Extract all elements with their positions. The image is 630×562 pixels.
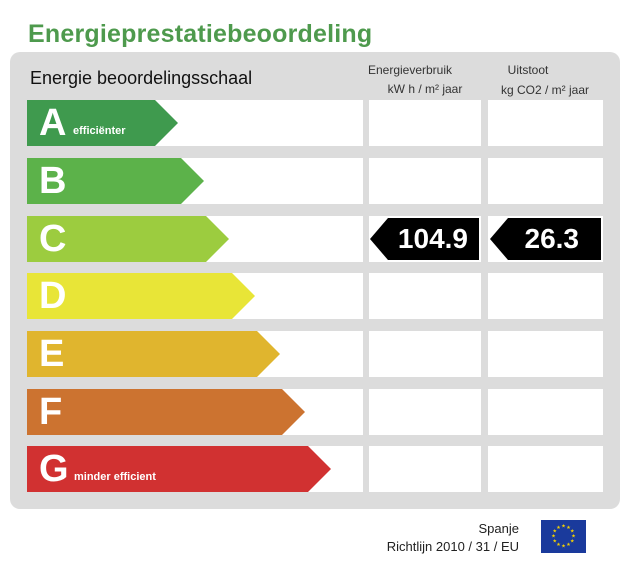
energy-column-unit: kW h / m² jaar xyxy=(387,82,463,96)
svg-text:★: ★ xyxy=(570,529,575,535)
svg-text:★: ★ xyxy=(556,525,561,531)
rating-arrow-a: A efficiënter xyxy=(27,100,178,146)
rating-letter: E xyxy=(39,333,65,375)
rating-letter: G xyxy=(39,448,69,490)
emission-cell xyxy=(488,158,603,204)
rating-row-b: B xyxy=(0,158,630,204)
energy-cell xyxy=(369,389,481,435)
energy-column-label: Energieverbruik xyxy=(367,63,453,77)
emission-cell xyxy=(488,389,603,435)
rating-row-c: C 104.9 26.3 xyxy=(0,216,630,262)
rating-arrow-b: B xyxy=(27,158,204,204)
energy-cell xyxy=(369,331,481,377)
emission-column-unit: kg CO2 / m² jaar xyxy=(500,83,590,97)
emission-column-label: Uitstoot xyxy=(507,63,549,77)
rating-arrow-f: F xyxy=(27,389,305,435)
energy-cell xyxy=(369,100,481,146)
rating-row-d: D xyxy=(0,273,630,319)
rating-letter: F xyxy=(39,391,63,433)
page-title: Energieprestatiebeoordeling xyxy=(28,20,373,48)
svg-text:★: ★ xyxy=(561,524,566,530)
svg-text:★: ★ xyxy=(566,525,571,531)
rating-label: efficiënter xyxy=(73,125,126,137)
svg-text:★: ★ xyxy=(553,529,558,535)
svg-text:★: ★ xyxy=(551,534,556,540)
scale-heading: Energie beoordelingsschaal xyxy=(30,68,253,88)
rating-arrow-g: G minder efficient xyxy=(27,446,331,492)
rating-row-f: F xyxy=(0,389,630,435)
rating-row-g: G minder efficient xyxy=(0,446,630,492)
energy-cell xyxy=(369,158,481,204)
emission-cell xyxy=(488,446,603,492)
rating-row-a: A efficiënter xyxy=(0,100,630,146)
svg-text:★: ★ xyxy=(553,539,558,545)
rating-arrow-e: E xyxy=(27,331,280,377)
emission-value-indicator: 26.3 xyxy=(490,218,601,260)
footer-country: Spanje xyxy=(478,521,519,536)
svg-text:★: ★ xyxy=(566,542,571,548)
svg-text:★: ★ xyxy=(556,542,561,548)
energy-value-indicator: 104.9 xyxy=(370,218,479,260)
rating-row-e: E xyxy=(0,331,630,377)
svg-text:★: ★ xyxy=(561,544,566,550)
rating-letter: B xyxy=(39,160,67,202)
svg-text:★: ★ xyxy=(570,539,575,545)
footer-directive: Richtlijn 2010 / 31 / EU xyxy=(386,539,519,554)
energy-cell xyxy=(369,446,481,492)
rating-label: minder efficient xyxy=(74,471,156,483)
eu-flag-icon: ★ ★ ★ ★ ★ ★ ★ ★ ★ ★ ★ ★ xyxy=(541,520,586,553)
emission-cell xyxy=(488,331,603,377)
rating-letter: A xyxy=(39,102,67,144)
rating-letter: C xyxy=(39,218,67,260)
energy-cell xyxy=(369,273,481,319)
rating-letter: D xyxy=(39,275,67,317)
emission-cell xyxy=(488,273,603,319)
rating-arrow-c: C xyxy=(27,216,229,262)
svg-text:★: ★ xyxy=(571,534,576,540)
rating-arrow-d: D xyxy=(27,273,255,319)
emission-cell xyxy=(488,100,603,146)
